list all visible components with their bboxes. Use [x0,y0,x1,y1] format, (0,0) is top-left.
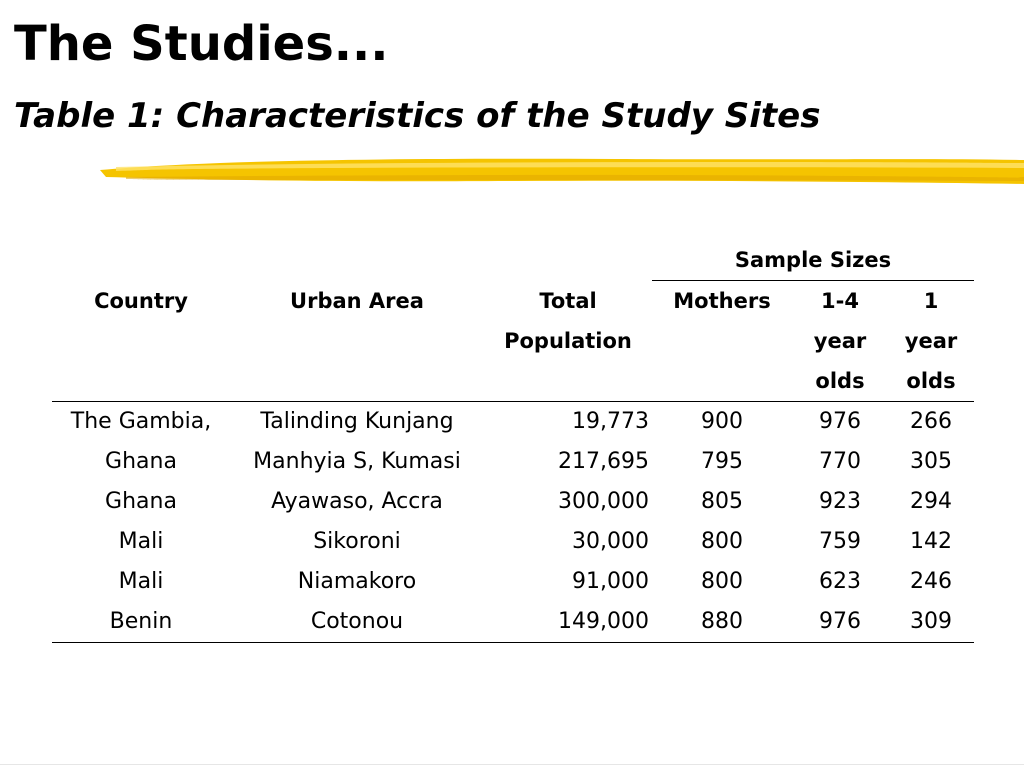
urban-area-cell: Niamakoro [297,569,417,594]
age-1-cell: 246 [910,569,952,594]
slide-subtitle: Table 1: Characteristics of the Study Si… [14,96,821,136]
country-cell: Benin [52,602,230,643]
age-1-4-line3: olds [815,369,865,393]
header-spacer [484,240,652,281]
age-1-cell: 305 [910,449,952,474]
urban-area-cell: Sikoroni [313,529,401,554]
age-1-4-cell: 976 [792,602,888,643]
age-1-cell: 294 [910,489,952,514]
country-cell: The Gambia, [70,409,212,434]
table-row: Ghana Ayawaso, Accra 300,000 805 923 294 [52,482,974,522]
age-1-4-line1: 1-4 [821,289,859,313]
population-cell: 149,000 [484,602,652,643]
age-1-4-cell: 623 [819,569,861,594]
slide-bottom-edge [0,764,1024,765]
population-cell: 19,773 [572,409,649,434]
urban-area-cell: Ayawaso, Accra [271,489,443,514]
table-row: The Gambia, Talinding Kunjang 19,773 900… [52,402,974,443]
age-1-4-cell: 976 [819,409,861,434]
age-1-cell: 142 [910,529,952,554]
urban-area-cell: Cotonou [230,602,484,643]
mothers-cell: 800 [701,529,743,554]
country-cell: Ghana [105,489,177,514]
age-1-4-cell: 759 [819,529,861,554]
age-1-line2: year [904,329,958,353]
population-cell: 300,000 [558,489,649,514]
age-1-line1: 1 [923,289,939,313]
population-cell: 217,695 [558,449,649,474]
table-row: Mali Niamakoro 91,000 800 623 246 [52,562,974,602]
age-1-line3: olds [906,369,956,393]
mothers-cell: 795 [701,449,743,474]
age-1-4-cell: 770 [819,449,861,474]
study-sites-table: Sample Sizes Country Urban Area Total Po… [52,240,975,643]
total-population-line1: Total [539,288,597,313]
urban-area-cell: Talinding Kunjang [260,409,454,434]
country-header: Country [52,280,230,402]
age-1-4-header: 1-4 year olds [792,280,888,402]
population-cell: 30,000 [572,529,649,554]
age-1-4-line2: year [813,329,867,353]
slide-title: The Studies... [14,16,389,72]
country-cell: Mali [118,569,164,594]
yellow-brush-stroke [100,158,1024,184]
population-cell: 91,000 [572,569,649,594]
table-row: Benin Cotonou 149,000 880 976 309 [52,602,975,643]
mothers-header: Mothers [652,280,792,402]
urban-area-header: Urban Area [230,280,484,402]
age-1-cell: 266 [910,409,952,434]
age-1-4-cell: 923 [819,489,861,514]
header-spacer [230,240,484,281]
country-cell: Ghana [105,449,177,474]
country-cell: Mali [118,529,164,554]
mothers-cell: 805 [701,489,743,514]
urban-area-cell: Manhyia S, Kumasi [253,449,461,474]
age-1-header: 1 year olds [888,280,975,402]
mothers-cell: 900 [701,409,743,434]
total-population-line2: Population [504,328,632,353]
table-row: Ghana Manhyia S, Kumasi 217,695 795 770 … [52,442,974,482]
mothers-cell: 800 [701,569,743,594]
header-spacer [52,240,230,281]
sample-sizes-header: Sample Sizes [652,240,975,281]
age-1-cell: 309 [888,602,975,643]
table-row: Mali Sikoroni 30,000 800 759 142 [52,522,974,562]
total-population-header: Total Population [484,280,652,402]
mothers-cell: 880 [652,602,792,643]
